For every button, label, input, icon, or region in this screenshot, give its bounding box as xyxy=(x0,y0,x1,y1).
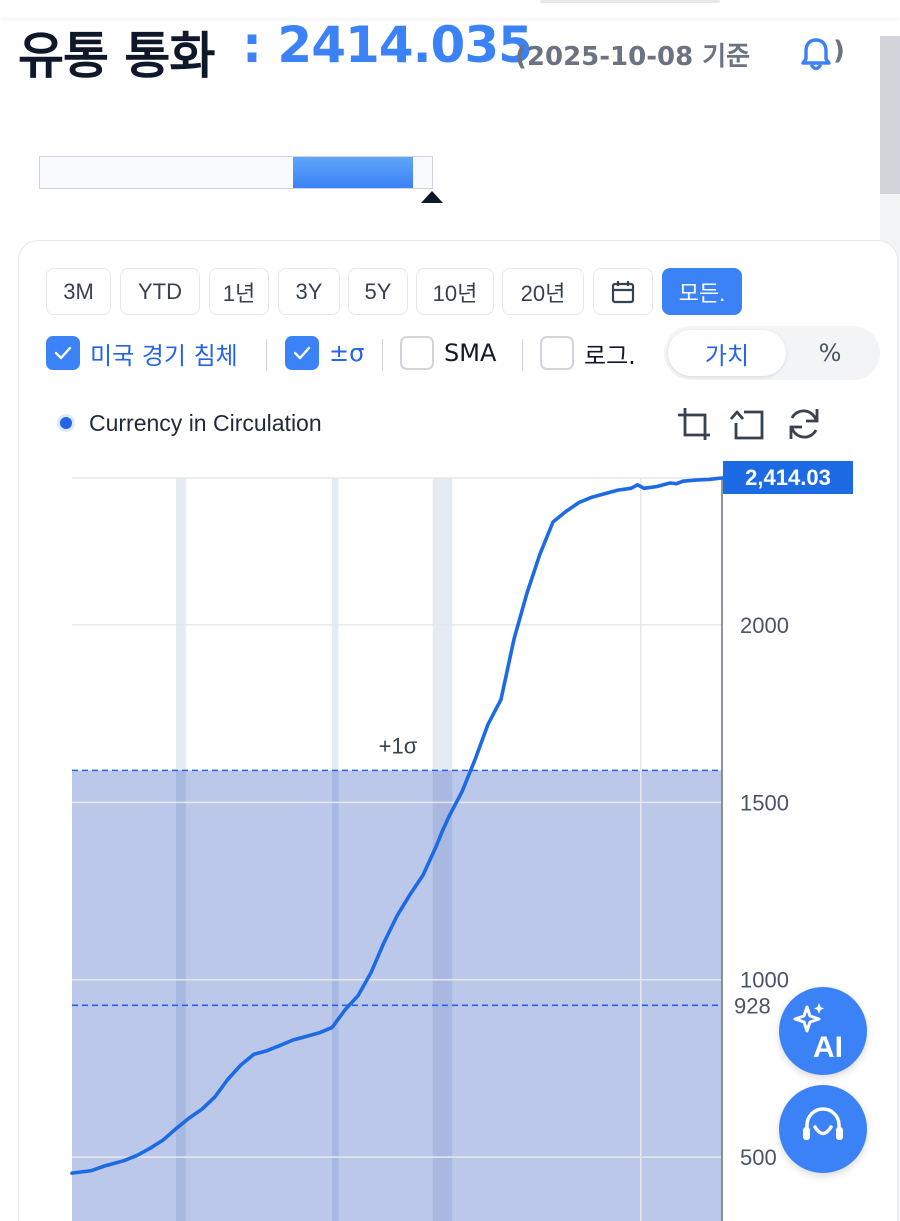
y-tick-label: 1000 xyxy=(740,968,789,993)
zoom-icon[interactable] xyxy=(674,404,714,444)
log-checkbox[interactable] xyxy=(540,336,574,370)
toggle-percent[interactable]: % xyxy=(818,339,842,367)
sigma-band xyxy=(72,770,722,1221)
y-tick-label: 2000 xyxy=(740,613,789,638)
range-pointer xyxy=(421,191,443,203)
as-of-date: (2025-10-08 기준 xyxy=(515,42,751,72)
period-1y[interactable]: 1년 xyxy=(209,268,269,315)
chart-legend[interactable]: Currency in Circulation xyxy=(60,406,322,440)
refresh-icon[interactable] xyxy=(784,404,824,444)
top-handle xyxy=(540,0,720,3)
undo-icon[interactable] xyxy=(728,404,768,444)
scrollbar-thumb[interactable] xyxy=(880,36,900,194)
ai-button[interactable]: AI xyxy=(779,987,867,1075)
sma-checkbox[interactable] xyxy=(400,336,434,370)
period-all[interactable]: 모든. xyxy=(662,268,742,315)
page-title: 유통 통화 xyxy=(18,27,215,85)
period-ytd[interactable]: YTD xyxy=(120,268,200,315)
legend-label: Currency in Circulation xyxy=(89,409,322,436)
support-headset-icon xyxy=(803,1107,843,1140)
bell-icon[interactable] xyxy=(796,34,836,74)
period-5y[interactable]: 5Y xyxy=(348,268,408,315)
y-tick-label: 1500 xyxy=(740,790,789,815)
date-close-paren: ) xyxy=(833,36,845,66)
calendar-icon xyxy=(611,280,635,303)
period-10y[interactable]: 10년 xyxy=(416,268,494,315)
option-divider xyxy=(522,339,523,371)
period-3m[interactable]: 3M xyxy=(46,268,111,315)
log-label: 로그. xyxy=(584,341,636,370)
series-line-currency xyxy=(70,476,724,1175)
recession-checkbox[interactable] xyxy=(46,336,80,370)
ai-label: AI xyxy=(813,1031,843,1063)
option-sma[interactable]: SMA xyxy=(400,334,496,372)
recession-band-overlap xyxy=(332,770,339,1221)
period-20y[interactable]: 20년 xyxy=(502,268,584,315)
sigma-label: ±σ xyxy=(329,339,365,367)
last-value-label: 2,414.03 xyxy=(745,465,831,490)
headline: 유통 통화 : 2414.035 (2025-10-08 기준 ) xyxy=(18,12,878,85)
top-bar xyxy=(0,0,900,18)
recession-label: 미국 경기 침체 xyxy=(90,341,238,370)
sigma-checkbox[interactable] xyxy=(285,336,319,370)
sigma-label: +1σ xyxy=(379,733,418,758)
period-3y[interactable]: 3Y xyxy=(278,268,340,315)
calendar-button[interactable] xyxy=(593,268,653,315)
option-sigma[interactable]: ±σ xyxy=(285,334,364,372)
option-divider xyxy=(382,339,383,371)
option-divider xyxy=(266,339,267,371)
y-tick-label: 500 xyxy=(740,1145,777,1170)
last-value-badge xyxy=(723,461,853,494)
toggle-value[interactable]: 가치 xyxy=(668,330,786,376)
range-slider-fill[interactable] xyxy=(293,157,413,188)
sigma-value-label: 928 xyxy=(734,993,771,1018)
recession-band-overlap xyxy=(176,770,186,1221)
sma-label: SMA xyxy=(444,339,497,367)
ai-sparkle-icon: AI xyxy=(793,1003,843,1063)
check-icon xyxy=(54,346,72,360)
support-button[interactable] xyxy=(779,1085,867,1173)
current-value: : 2414.035 xyxy=(242,16,533,74)
option-log[interactable]: 로그. xyxy=(540,334,636,372)
check-icon xyxy=(293,346,311,360)
option-recession[interactable]: 미국 경기 침체 xyxy=(46,334,238,372)
legend-marker xyxy=(60,417,72,429)
recession-band-overlap xyxy=(432,770,453,1221)
